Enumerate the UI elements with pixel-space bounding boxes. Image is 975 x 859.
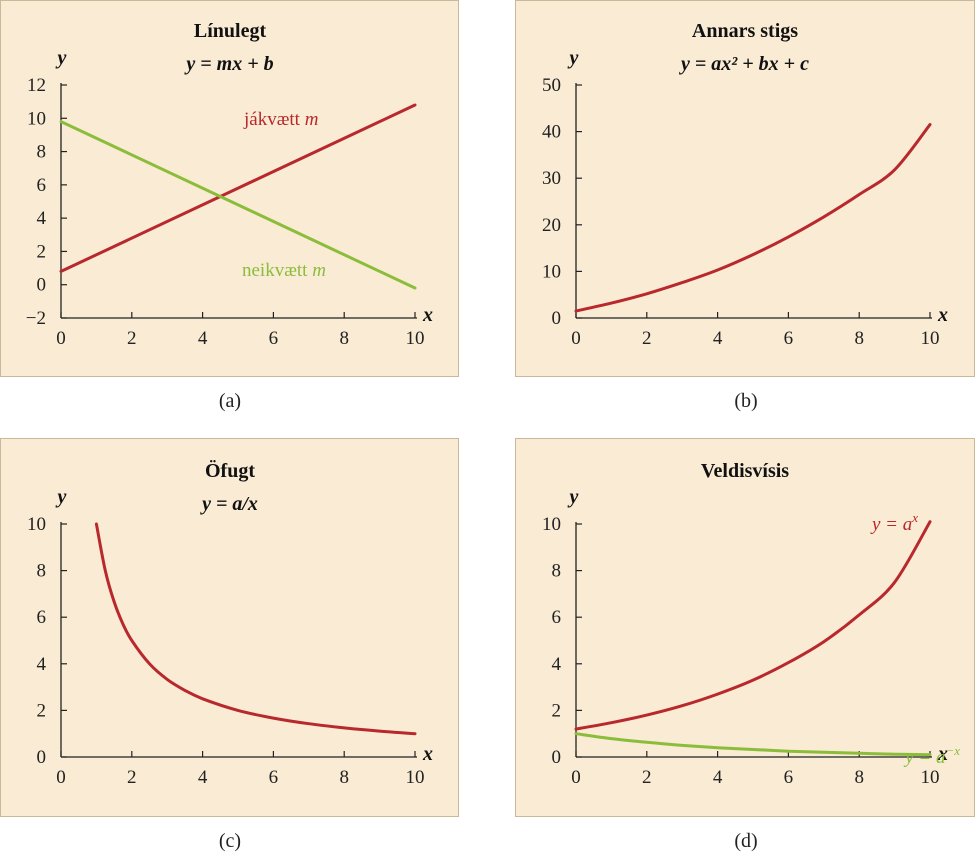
chart3-xtick-label: 4 (198, 767, 208, 788)
chart1-title: Línulegt (194, 20, 267, 42)
chart2-subtitle: y = ax² + bx + c (679, 53, 809, 75)
chart4-title: Veldisvísis (701, 460, 789, 482)
chart3-xtick-label: 0 (56, 767, 66, 788)
chart3-ytick-label: 2 (37, 700, 47, 721)
chart1-xtick-label: 4 (198, 328, 208, 349)
chart1-ytick-label: 10 (27, 108, 46, 129)
chart2-xtick-label: 10 (921, 328, 940, 349)
chart1-subtitle: y = mx + b (184, 53, 273, 75)
chart3-series-line-1 (94, 522, 417, 736)
chart1-ylabel: y (56, 47, 67, 69)
chart1-ytick-label: 0 (37, 275, 47, 296)
chart1-ytick-label: 4 (37, 208, 47, 229)
chart3-subtitle: y = a/x (200, 493, 258, 515)
chart2-ytick-label: 30 (542, 168, 561, 189)
chart3-xtick-label: 10 (406, 767, 425, 788)
chart3-title: Öfugt (205, 459, 255, 482)
chart4-series-label-2: y = a−x (903, 743, 960, 768)
chart2-xtick-label: 0 (571, 328, 581, 349)
chart4-xtick-label: 10 (921, 767, 940, 788)
chart2-ytick-label: 40 (542, 122, 561, 143)
chart-panel-inverse (0, 438, 459, 817)
chart4-xtick-label: 2 (642, 767, 652, 788)
chart4-series-line-2 (574, 732, 932, 757)
caption-c: (c) (218, 830, 242, 852)
chart3-xtick-label: 2 (127, 767, 137, 788)
chart1-xtick-label: 2 (127, 328, 137, 349)
chart3-ytick-label: 6 (37, 607, 47, 628)
chart2-xtick-label: 6 (784, 328, 794, 349)
chart4-ytick-label: 4 (552, 654, 562, 675)
chart4-ytick-label: 0 (552, 747, 562, 768)
chart1-xtick-label: 10 (406, 328, 425, 349)
chart1-xtick-label: 0 (56, 328, 66, 349)
chart4-ytick-label: 2 (552, 700, 562, 721)
chart2-ytick-label: 20 (542, 215, 561, 236)
caption-a: (a) (218, 390, 242, 412)
chart4-series-line-1 (574, 520, 932, 731)
chart3-ylabel: y (56, 486, 67, 508)
chart1-ytick-label: 8 (37, 142, 47, 163)
chart2-ylabel: y (568, 47, 579, 69)
chart4-xtick-label: 8 (854, 767, 864, 788)
chart1-series-label-2: neikvætt m (242, 260, 326, 281)
chart4-ytick-label: 8 (552, 561, 562, 582)
caption-d: (d) (734, 830, 758, 852)
chart3-ytick-label: 0 (37, 747, 47, 768)
chart3-ytick-label: 8 (37, 561, 47, 582)
chart2-xtick-label: 8 (854, 328, 864, 349)
chart2-xtick-label: 2 (642, 328, 652, 349)
chart4-xtick-label: 6 (784, 767, 794, 788)
chart3-xtick-label: 6 (269, 767, 279, 788)
chart1-ytick-label: 12 (27, 75, 46, 96)
caption-b: (b) (734, 390, 758, 412)
chart3-ytick-label: 4 (37, 654, 47, 675)
chart1-xlabel: x (422, 304, 433, 326)
chart-panel-quadratic (515, 0, 975, 377)
chart2-ytick-label: 10 (542, 261, 561, 282)
chart4-series-label-1: y = ax (870, 510, 918, 535)
chart2-title: Annars stigs (692, 20, 798, 42)
chart1-series-line-2 (59, 120, 417, 290)
chart3-ytick-label: 10 (27, 514, 46, 535)
chart1-ytick-label: 2 (37, 241, 47, 262)
chart1-ytick-label: −2 (26, 308, 46, 329)
chart4-ytick-label: 6 (552, 607, 562, 628)
chart2-xlabel: x (937, 304, 948, 326)
chart1-series-line-1 (59, 103, 417, 273)
chart-panel-linear (0, 0, 459, 377)
chart2-ytick-label: 0 (552, 308, 562, 329)
chart4-xtick-label: 0 (571, 767, 581, 788)
chart2-series-line-1 (574, 123, 932, 313)
chart1-xtick-label: 8 (339, 328, 349, 349)
chart4-ytick-label: 10 (542, 514, 561, 535)
chart1-ytick-label: 6 (37, 175, 47, 196)
chart2-ytick-label: 50 (542, 75, 561, 96)
chart4-ylabel: y (568, 486, 579, 508)
chart2-xtick-label: 4 (713, 328, 723, 349)
chart4-xtick-label: 4 (713, 767, 723, 788)
chart3-xlabel: x (422, 743, 433, 765)
chart4-xlabel: x (937, 743, 948, 765)
chart3-xtick-label: 8 (339, 767, 349, 788)
chart1-series-label-1: jákvætt m (243, 109, 318, 130)
chart1-xtick-label: 6 (269, 328, 279, 349)
